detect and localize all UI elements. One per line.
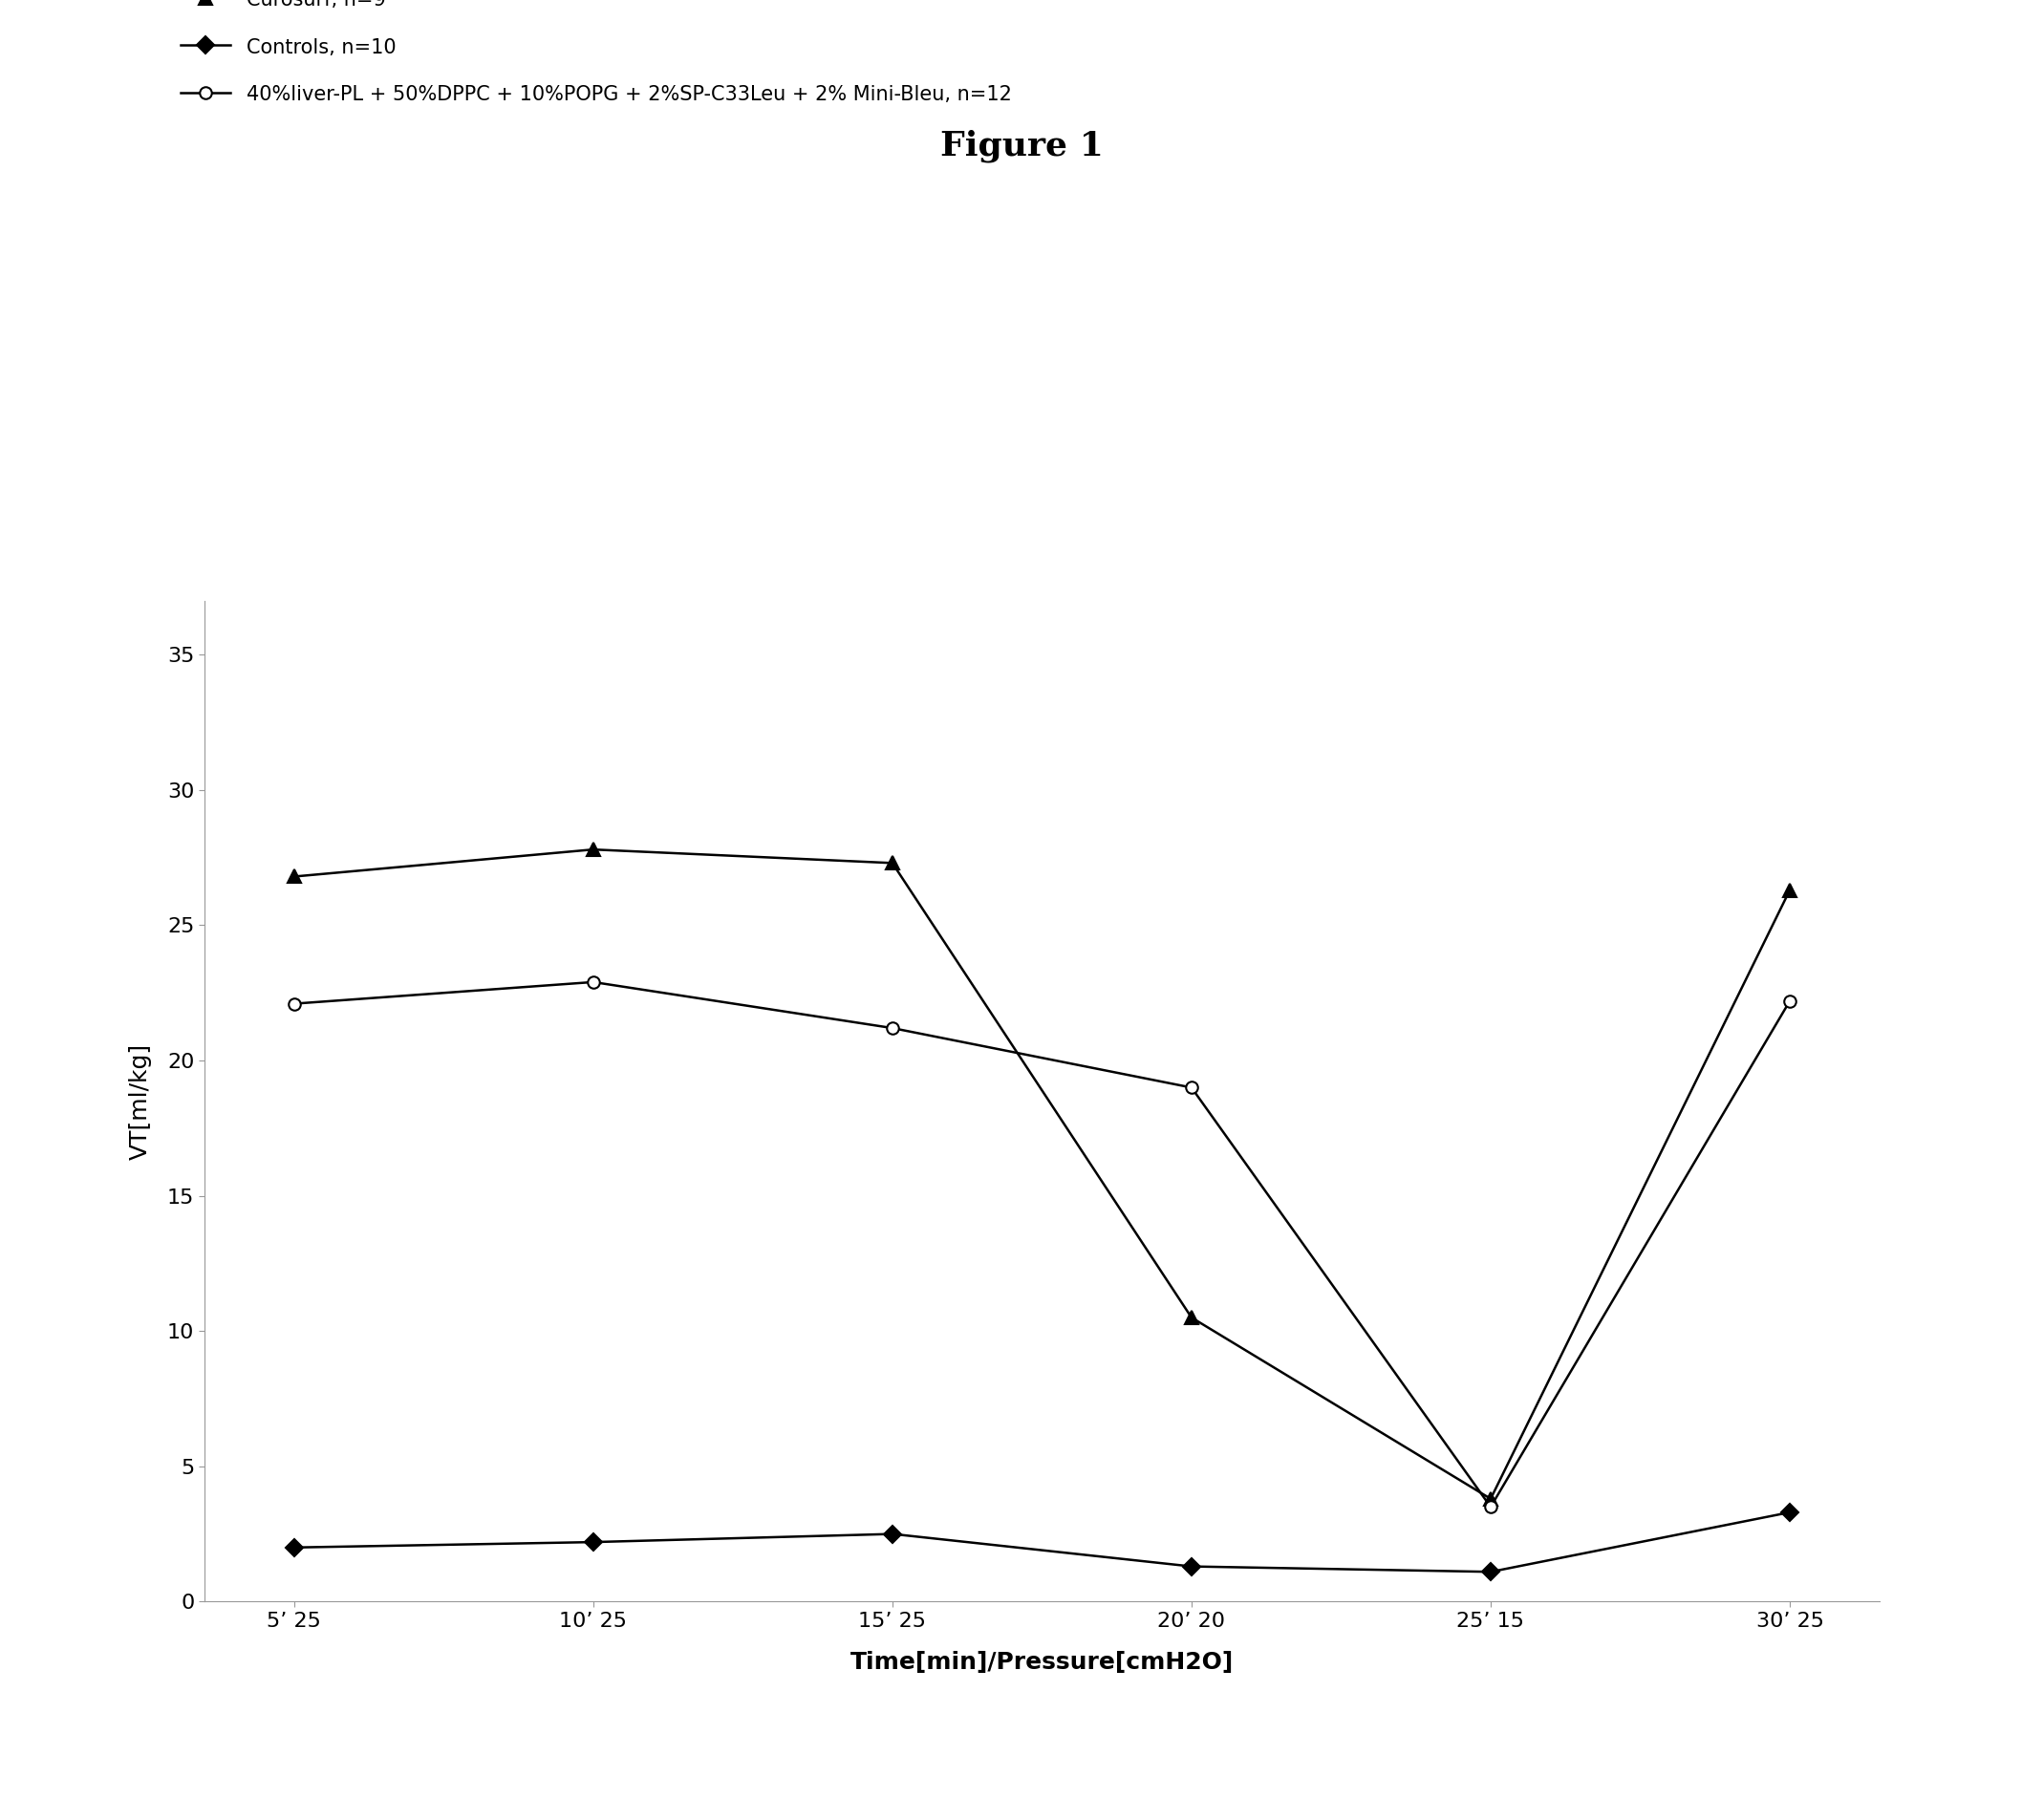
Curosurf, n=9 xyxy=(1179,1307,1203,1329)
Controls, n=10 xyxy=(1777,1502,1802,1523)
40%liver-PL + 50%DPPC + 10%POPG + 2%SP-C33Leu + 2% Mini-Bleu, n=12 xyxy=(580,972,605,994)
Curosurf, n=9 xyxy=(1777,879,1802,901)
Line: Controls, n=10: Controls, n=10 xyxy=(288,1507,1796,1578)
Y-axis label: VT[ml/kg]: VT[ml/kg] xyxy=(129,1043,151,1159)
Curosurf, n=9 xyxy=(580,839,605,861)
Curosurf, n=9 xyxy=(881,852,905,874)
Text: Figure 1: Figure 1 xyxy=(940,129,1103,162)
40%liver-PL + 50%DPPC + 10%POPG + 2%SP-C33Leu + 2% Mini-Bleu, n=12 xyxy=(1777,990,1802,1012)
40%liver-PL + 50%DPPC + 10%POPG + 2%SP-C33Leu + 2% Mini-Bleu, n=12 xyxy=(1179,1077,1203,1099)
40%liver-PL + 50%DPPC + 10%POPG + 2%SP-C33Leu + 2% Mini-Bleu, n=12 xyxy=(282,992,306,1014)
Controls, n=10 xyxy=(1479,1562,1504,1583)
Controls, n=10 xyxy=(881,1523,905,1545)
Curosurf, n=9 xyxy=(1479,1489,1504,1511)
40%liver-PL + 50%DPPC + 10%POPG + 2%SP-C33Leu + 2% Mini-Bleu, n=12 xyxy=(1479,1496,1504,1518)
Legend: Curosurf, n=9, Controls, n=10, 40%liver-PL + 50%DPPC + 10%POPG + 2%SP-C33Leu + 2: Curosurf, n=9, Controls, n=10, 40%liver-… xyxy=(172,0,1022,115)
Controls, n=10 xyxy=(282,1536,306,1558)
X-axis label: Time[min]/Pressure[cmH2O]: Time[min]/Pressure[cmH2O] xyxy=(850,1651,1234,1674)
40%liver-PL + 50%DPPC + 10%POPG + 2%SP-C33Leu + 2% Mini-Bleu, n=12 xyxy=(881,1017,905,1039)
Controls, n=10 xyxy=(580,1531,605,1552)
Curosurf, n=9 xyxy=(282,866,306,888)
Controls, n=10 xyxy=(1179,1556,1203,1578)
Line: Curosurf, n=9: Curosurf, n=9 xyxy=(288,843,1796,1505)
Line: 40%liver-PL + 50%DPPC + 10%POPG + 2%SP-C33Leu + 2% Mini-Bleu, n=12: 40%liver-PL + 50%DPPC + 10%POPG + 2%SP-C… xyxy=(288,976,1796,1512)
